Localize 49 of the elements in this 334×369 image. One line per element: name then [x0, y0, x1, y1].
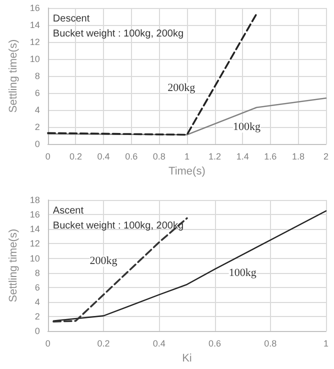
x-tick-label: 1: [184, 152, 190, 162]
x-tick-label: 1.6: [264, 152, 277, 162]
x-tick-label: 0: [45, 338, 50, 349]
y-tick-label: 6: [34, 282, 40, 292]
y-tick-label: 2: [34, 312, 40, 322]
y-tick-label: 10: [30, 253, 40, 264]
y-tick-label: 12: [30, 37, 40, 48]
x-tick-label: 1.2: [208, 152, 222, 162]
y-tick-label: 16: [30, 210, 40, 220]
x-tick-label: 0.2: [69, 152, 82, 162]
line-series: [52, 217, 188, 323]
annotation: 100kg: [232, 121, 261, 134]
y-tick-label: 2: [34, 122, 40, 132]
annotation: 100kg: [228, 266, 257, 279]
y-axis-title: Settling time(s): [8, 228, 20, 302]
x-tick-label: 0.4: [97, 152, 110, 162]
y-tick-label: 6: [34, 88, 40, 98]
y-tick-label: 4: [34, 105, 40, 116]
annotation: Descent: [52, 14, 90, 24]
annotation: Bucket weight : 100kg, 200kg: [52, 220, 184, 232]
x-tick-label: 0.6: [208, 338, 222, 349]
y-tick-label: 0: [34, 139, 40, 150]
x-tick-label: 2: [323, 152, 329, 162]
y-tick-label: 16: [30, 3, 40, 13]
x-tick-label: 0.8: [264, 338, 277, 349]
y-tick-label: 8: [34, 71, 40, 82]
annotation: 200kg: [168, 82, 196, 94]
y-tick-label: 4: [34, 296, 40, 307]
x-tick-label: 0.8: [152, 152, 166, 162]
y-tick-label: 10: [30, 54, 40, 64]
y-tick-label: 0: [34, 326, 40, 336]
y-tick-label: 12: [30, 238, 40, 249]
x-tick-label: 1: [323, 338, 329, 349]
x-tick-label: 0.6: [125, 152, 138, 162]
x-tick-label: 1.4: [236, 152, 249, 162]
y-tick-label: 8: [34, 268, 40, 278]
y-axis-title: Settling time(s): [8, 39, 20, 113]
y-tick-label: 14: [30, 20, 40, 30]
x-tick-label: 0: [45, 152, 50, 162]
annotation: Bucket weight : 100kg, 200kg: [52, 28, 184, 40]
x-tick-label: 0.2: [97, 338, 110, 349]
x-axis-title: Ki: [182, 352, 192, 364]
x-axis-title: Time(s): [168, 166, 206, 178]
y-tick-label: 14: [30, 224, 40, 234]
annotation: Ascent: [52, 206, 84, 216]
y-tick-label: 18: [30, 195, 40, 205]
annotation: 200kg: [90, 255, 118, 268]
x-tick-label: 0.4: [152, 338, 166, 349]
x-tick-label: 1.8: [292, 152, 304, 162]
